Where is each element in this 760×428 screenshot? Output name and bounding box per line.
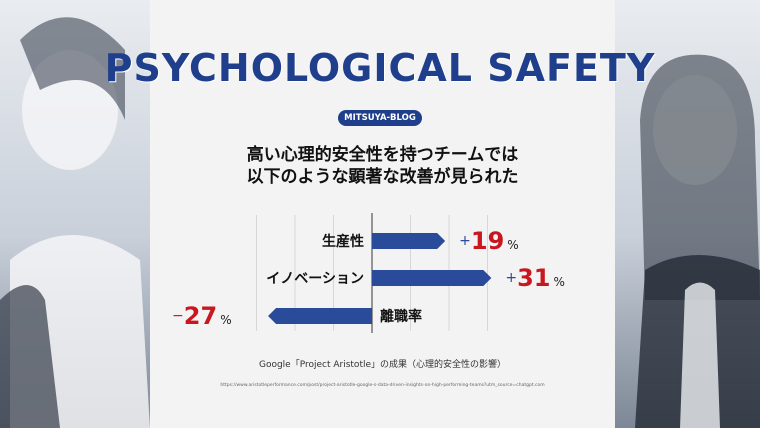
- chart-subtitle: 高い心理的安全性を持つチームでは 以下のような顕著な改善が見られた: [150, 144, 615, 188]
- content-panel: [150, 0, 615, 428]
- subtitle-line-2: 以下のような顕著な改善が見られた: [246, 167, 519, 187]
- category-label-2: イノベーション: [266, 271, 364, 287]
- value-label-1: +19%: [459, 227, 519, 255]
- chart-caption: Google「Project Aristotle」の成果（心理的安全性の影響）: [258, 360, 507, 370]
- source-url: https://www.aristotleperformance.com/pos…: [220, 383, 545, 388]
- category-label-3: 離職率: [380, 308, 422, 325]
- left-photo-background: [0, 0, 150, 428]
- blog-badge: MITSUYA-BLOG: [338, 110, 422, 126]
- page-title: PSYCHOLOGICAL SAFETY: [104, 46, 656, 90]
- bar-1: [372, 233, 446, 249]
- value-label-2: +31%: [505, 264, 565, 292]
- bar-chart: 生産性 +19 % イノベーション +31 % 離職率 −27%: [172, 213, 565, 333]
- right-photo-background: [615, 0, 760, 428]
- bar-2: [372, 270, 492, 286]
- subtitle-line-1: 高い心理的安全性を持つチームでは: [246, 145, 519, 165]
- category-label-1: 生産性: [322, 233, 364, 250]
- value-label-3: −27%: [172, 302, 232, 330]
- bar-3: [268, 308, 372, 324]
